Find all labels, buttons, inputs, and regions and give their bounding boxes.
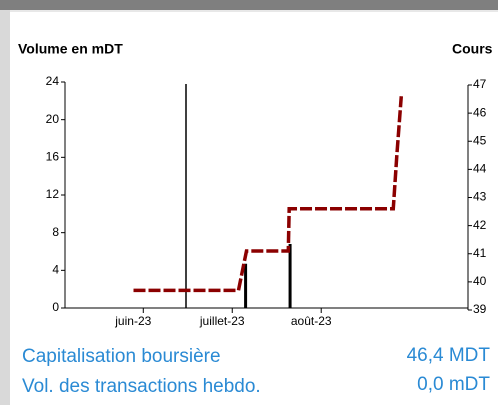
y-tick-label: 12 (46, 187, 60, 201)
y2-tick-label: 39 (473, 302, 487, 316)
y-tick-label: 4 (52, 263, 59, 277)
volume-bar (288, 243, 292, 308)
y-tick-label: 8 (52, 225, 59, 239)
y2-tick-label: 42 (473, 218, 487, 232)
top-bar (0, 0, 498, 10)
x-tick-label: août-23 (291, 314, 332, 328)
y2-tick-label: 45 (473, 133, 487, 147)
left-axis-title: Volume en mDT (18, 41, 123, 57)
right-axis-title: Cours (452, 41, 493, 57)
info-label: Vol. des transactions hebdo. (22, 376, 261, 397)
panel (10, 12, 498, 405)
y-tick-label: 24 (46, 74, 60, 88)
volume-bar (244, 263, 248, 308)
x-tick-label: juillet-23 (199, 314, 245, 328)
info-value: 0,0 mDT (417, 374, 490, 395)
y-tick-label: 0 (52, 300, 59, 314)
y2-tick-label: 47 (473, 77, 487, 91)
y2-tick-label: 44 (473, 162, 487, 176)
x-tick-label: juin-23 (114, 314, 151, 328)
y-tick-label: 16 (46, 150, 60, 164)
side-strip (0, 10, 10, 405)
price-line (133, 96, 404, 293)
info-label: Capitalisation boursière (22, 346, 221, 367)
y2-tick-label: 43 (473, 190, 487, 204)
info-value: 46,4 MDT (407, 345, 491, 366)
y2-tick-label: 41 (473, 246, 487, 260)
y2-tick-label: 46 (473, 105, 487, 119)
y2-tick-label: 40 (473, 274, 487, 288)
y-tick-label: 20 (46, 112, 60, 126)
